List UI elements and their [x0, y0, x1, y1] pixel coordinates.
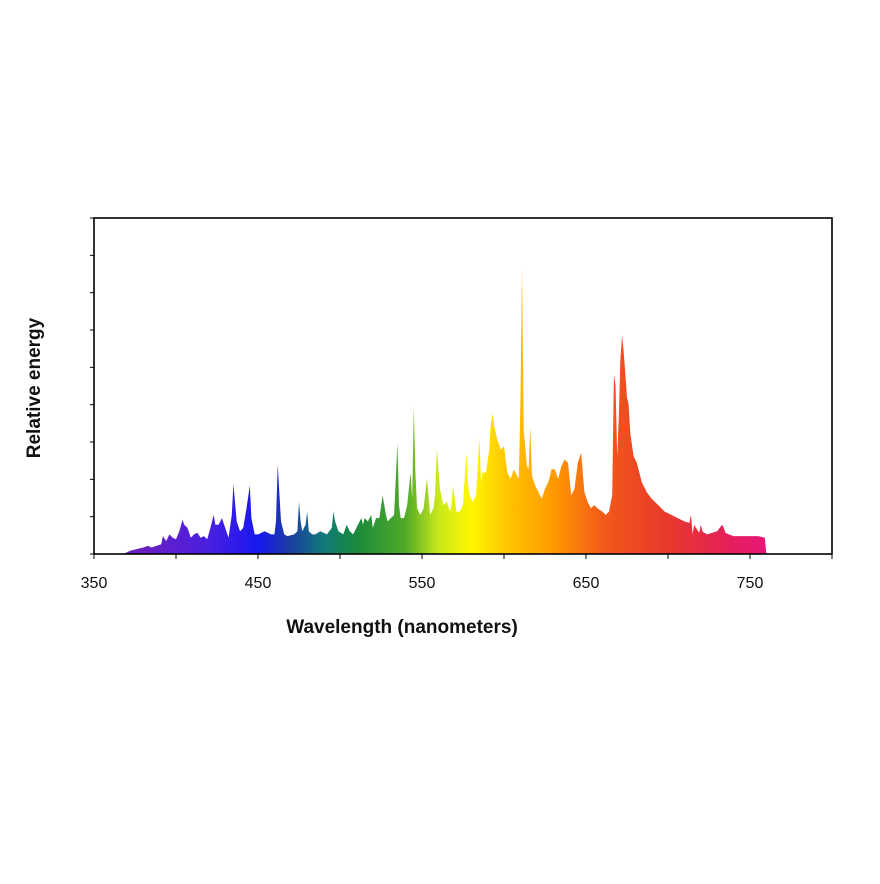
y-axis-title: Relative energy — [24, 317, 45, 458]
x-tick-label: 550 — [409, 575, 436, 592]
x-tick-label: 350 — [81, 575, 108, 592]
x-tick-label: 650 — [573, 575, 600, 592]
x-tick-label: 450 — [245, 575, 272, 592]
spectrum-area-series-0 — [123, 267, 767, 554]
x-ticks: 350 450 550 650 750 — [81, 554, 833, 592]
x-tick-label: 750 — [737, 575, 764, 592]
plot-frame — [93, 217, 833, 555]
x-axis-title: Wavelength (nanometers) — [286, 617, 518, 638]
spectrum-area-layer — [123, 267, 767, 554]
y-minor-ticks — [90, 217, 94, 555]
